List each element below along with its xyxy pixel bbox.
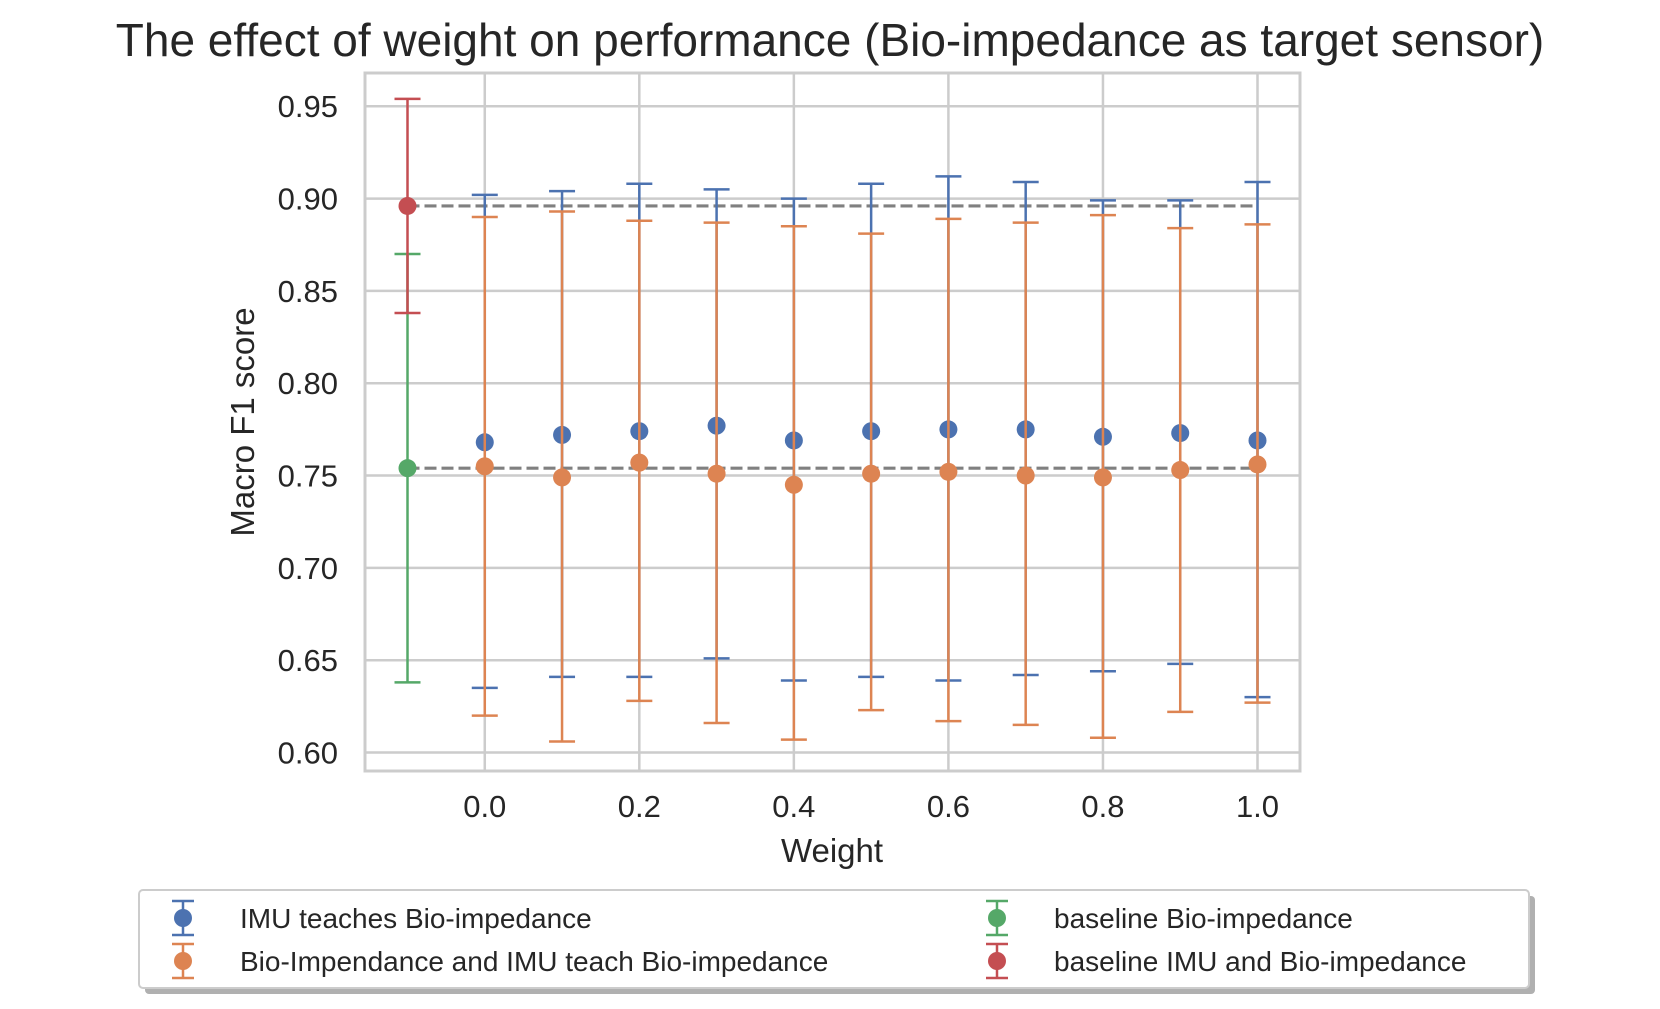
legend-marker-dot	[988, 952, 1006, 970]
data-point	[784, 475, 803, 494]
data-point	[398, 459, 417, 478]
data-point	[862, 464, 881, 483]
legend-marker-dot	[988, 909, 1006, 927]
legend: IMU teaches Bio-impedance Bio-Impendance …	[138, 889, 1535, 994]
series-baseline-bio-impedance	[394, 252, 421, 684]
legend-label: baseline Bio-impedance	[1054, 903, 1353, 934]
x-tick-label: 0.2	[618, 789, 661, 824]
legend-entry: IMU teaches Bio-impedance	[172, 899, 592, 937]
data-point	[939, 462, 958, 481]
y-tick-label: 0.90	[278, 182, 338, 217]
y-tick-label: 0.95	[278, 89, 338, 124]
legend-entry: Bio-Impendance and IMU teach Bio-impedan…	[172, 942, 828, 980]
plot-area	[363, 71, 1302, 773]
data-point	[630, 453, 649, 472]
legend-items: IMU teaches Bio-impedance Bio-Impendance …	[172, 899, 1466, 980]
x-tick-label: 1.0	[1236, 789, 1279, 824]
x-tick-label: 0.0	[463, 789, 506, 824]
legend-entry: baseline IMU and Bio-impedance	[986, 942, 1466, 980]
y-tick-label: 0.80	[278, 366, 338, 401]
y-tick-label: 0.75	[278, 459, 338, 494]
series-baseline-imu-and-bio-impedance	[394, 97, 421, 315]
legend-label: Bio-Impendance and IMU teach Bio-impedan…	[240, 946, 828, 977]
legend-label: baseline IMU and Bio-impedance	[1054, 946, 1466, 977]
series-bio-impendance-and-imu-teach-bio-impedance	[471, 210, 1271, 743]
data-point	[707, 464, 726, 483]
data-point	[1171, 461, 1190, 480]
y-axis-label: Macro F1 score	[224, 307, 261, 536]
x-tick-label: 0.4	[772, 789, 815, 824]
y-tick-label: 0.85	[278, 274, 338, 309]
data-point	[1093, 468, 1112, 487]
legend-marker-dot	[174, 952, 192, 970]
grid	[365, 73, 1300, 771]
y-tick-labels: 0.60 0.65 0.70 0.75 0.80 0.85 0.90 0.95	[278, 89, 338, 770]
data-point	[475, 457, 494, 476]
reference-lines	[407, 204, 1258, 470]
data-point	[553, 468, 572, 487]
chart-title: The effect of weight on performance (Bio…	[116, 14, 1544, 66]
x-tick-labels: 0.0 0.2 0.4 0.6 0.8 1.0	[463, 789, 1279, 824]
x-tick-label: 0.6	[927, 789, 970, 824]
data-point	[1016, 466, 1035, 485]
legend-frame	[138, 889, 1530, 989]
x-axis-label: Weight	[781, 832, 883, 869]
y-tick-label: 0.70	[278, 551, 338, 586]
data-point	[398, 196, 417, 215]
data-series	[394, 97, 1271, 743]
legend-label: IMU teaches Bio-impedance	[240, 903, 592, 934]
legend-marker-dot	[174, 909, 192, 927]
y-tick-label: 0.60	[278, 736, 338, 771]
legend-entry: baseline Bio-impedance	[986, 899, 1353, 937]
y-tick-label: 0.65	[278, 643, 338, 678]
x-tick-label: 0.8	[1081, 789, 1124, 824]
data-point	[1248, 455, 1267, 474]
